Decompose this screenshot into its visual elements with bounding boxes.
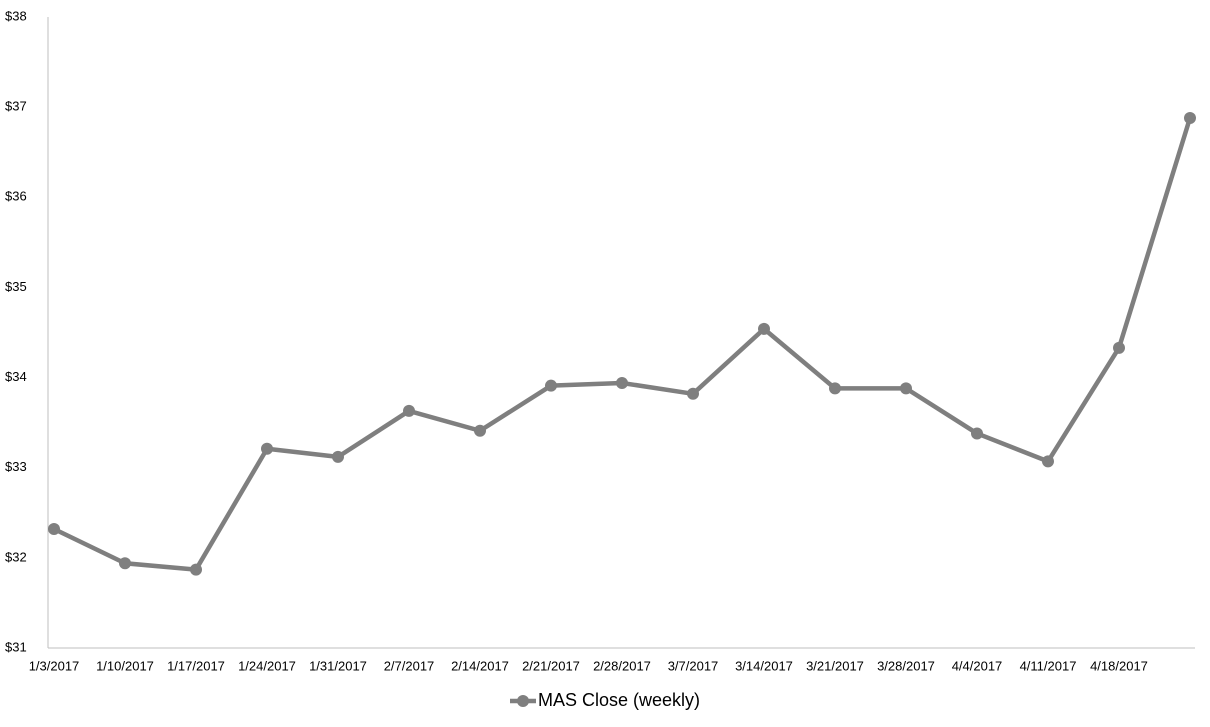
y-tick-label: $36: [5, 189, 27, 204]
marker: [758, 322, 770, 335]
x-tick-label: 4/18/2017: [1090, 658, 1148, 673]
marker: [190, 563, 202, 576]
marker: [403, 404, 415, 417]
x-tick-label: 3/7/2017: [668, 658, 719, 673]
x-tick-label: 4/11/2017: [1020, 658, 1077, 673]
y-tick-label: $35: [5, 279, 27, 294]
marker: [616, 376, 628, 389]
y-tick-label: $33: [5, 459, 27, 474]
y-tick-label: $34: [5, 369, 27, 384]
y-tick-label: $31: [5, 639, 27, 654]
x-tick-label: 4/4/2017: [952, 658, 1003, 673]
x-tick-label: 1/3/2017: [29, 658, 80, 673]
y-tick-label: $38: [5, 8, 27, 23]
legend-label: MAS Close (weekly): [538, 690, 700, 710]
x-tick-label: 1/31/2017: [309, 658, 367, 673]
marker: [1113, 341, 1125, 354]
marker: [332, 450, 344, 463]
marker: [545, 379, 557, 392]
marker: [261, 442, 273, 455]
x-tick-label: 1/24/2017: [238, 658, 296, 673]
x-tick-label: 2/7/2017: [384, 658, 435, 673]
marker: [1042, 455, 1054, 468]
x-tick-label: 2/21/2017: [522, 658, 580, 673]
marker: [829, 382, 841, 395]
x-tick-label: 1/17/2017: [167, 658, 225, 673]
line: [53, 117, 1193, 572]
x-tick-label: 3/14/2017: [735, 658, 793, 673]
marker: [1184, 111, 1196, 124]
marker: [474, 424, 486, 437]
marker: [119, 557, 131, 570]
marker: [900, 382, 912, 395]
marker: [687, 387, 699, 400]
x-tick-label: 3/21/2017: [806, 658, 864, 673]
legend-marker: [517, 695, 529, 707]
x-tick-label: 2/14/2017: [451, 658, 509, 673]
y-tick-label: $32: [5, 549, 27, 564]
y-tick-label: $37: [5, 99, 27, 114]
x-tick-label: 1/10/2017: [96, 658, 154, 673]
marker: [971, 427, 983, 440]
x-tick-label: 2/28/2017: [593, 658, 651, 673]
marker: [48, 523, 60, 536]
x-tick-label: 3/28/2017: [877, 658, 935, 673]
